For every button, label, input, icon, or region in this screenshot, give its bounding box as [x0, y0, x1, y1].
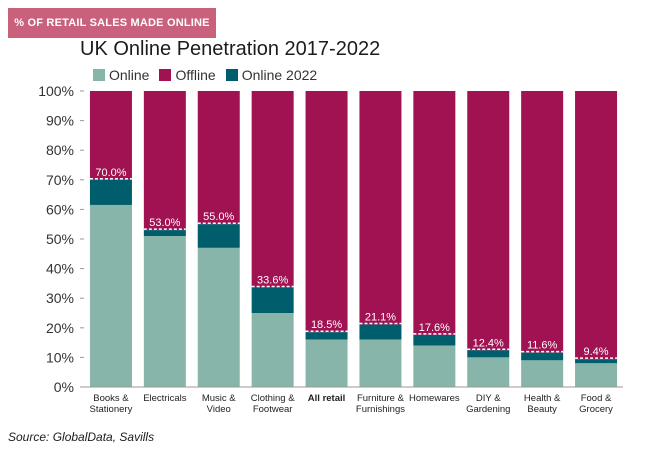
legend-online: Online [93, 67, 149, 83]
x-tick-label: Health & [524, 393, 561, 404]
bar-online-2022 [467, 350, 510, 358]
bar-offline [359, 91, 402, 325]
legend-offline-swatch [159, 69, 172, 81]
y-tick-label: 0% [54, 379, 74, 395]
chart-legend: Online Offline Online 2022 [93, 67, 327, 83]
bar-offline [197, 91, 240, 225]
y-tick-label: 90% [46, 113, 74, 129]
y-tick-label: 20% [46, 320, 74, 336]
x-tick-label: Gardening [466, 404, 510, 415]
data-label: 55.0% [203, 211, 234, 223]
chart-title: UK Online Penetration 2017-2022 [80, 38, 381, 60]
x-tick-label: Homewares [409, 393, 460, 404]
x-tick-label: Video [207, 404, 231, 415]
bar-offline [305, 91, 348, 333]
bar-offline [575, 91, 618, 360]
y-tick-label: 100% [38, 83, 74, 99]
data-label: 53.0% [149, 217, 180, 229]
data-label: 11.6% [527, 340, 558, 352]
y-tick-label: 10% [46, 349, 74, 365]
x-tick-label: Clothing & [251, 393, 295, 404]
bar-online-2022 [521, 352, 564, 361]
bar-online-2022 [575, 359, 618, 364]
x-tick-label: Furniture & [357, 393, 405, 404]
source-note: Source: GlobalData, Savills [8, 430, 155, 444]
bar-online [89, 204, 132, 387]
data-label: 21.1% [365, 312, 396, 324]
legend-offline: Offline [159, 67, 216, 83]
bar-online [413, 345, 456, 387]
bar-online [197, 247, 240, 387]
x-tick-label: Electricals [143, 393, 187, 404]
x-tick-label: All retail [308, 393, 346, 404]
y-tick-label: 60% [46, 201, 74, 217]
bar-online-2022 [305, 332, 348, 340]
bar-online-2022 [359, 324, 402, 340]
bar-online [575, 363, 618, 387]
data-label: 70.0% [95, 167, 126, 179]
bar-online [251, 313, 294, 387]
legend-online-label: Online [109, 67, 150, 83]
data-label: 12.4% [473, 337, 504, 349]
legend-online-2022: Online 2022 [225, 67, 318, 83]
y-tick-label: 30% [46, 290, 74, 306]
y-tick-label: 80% [46, 142, 74, 158]
bar-offline [521, 91, 564, 353]
legend-offline-label: Offline [175, 67, 216, 83]
x-tick-label: Footwear [253, 404, 293, 415]
bar-offline [89, 91, 132, 180]
legend-online-2022-swatch [225, 69, 238, 81]
bar-offline [143, 91, 186, 231]
bar-online-2022 [143, 230, 186, 237]
bar-online-2022 [197, 224, 240, 248]
y-tick-label: 50% [46, 231, 74, 247]
bar-online-2022 [251, 287, 294, 313]
x-tick-label: Beauty [527, 404, 557, 415]
legend-online-swatch [93, 69, 105, 81]
y-tick-label: 70% [46, 172, 74, 188]
data-label: 18.5% [311, 319, 342, 331]
legend-online-2022-label: Online 2022 [241, 67, 318, 83]
data-label: 33.6% [257, 275, 288, 287]
x-tick-label: Food & [581, 393, 612, 404]
data-label: 17.6% [419, 322, 450, 334]
bar-offline [413, 91, 456, 335]
y-tick-label: 40% [46, 261, 74, 277]
bar-online-2022 [413, 334, 456, 346]
section-tag: % OF RETAIL SALES MADE ONLINE [8, 8, 216, 38]
x-tick-label: Grocery [579, 404, 613, 415]
bar-online-2022 [89, 179, 132, 205]
bar-online [359, 339, 402, 387]
x-tick-label: Furnishings [356, 404, 405, 415]
x-tick-label: Music & [202, 393, 236, 404]
bar-online [467, 357, 510, 387]
bar-offline [467, 91, 510, 351]
x-tick-label: Stationery [90, 404, 133, 415]
x-tick-label: Books & [93, 393, 129, 404]
bar-online [305, 339, 348, 387]
bar-online [143, 236, 186, 387]
x-tick-label: DIY & [476, 393, 501, 404]
bar-offline [251, 91, 294, 288]
bar-online [521, 360, 564, 387]
data-label: 9.4% [584, 346, 609, 358]
